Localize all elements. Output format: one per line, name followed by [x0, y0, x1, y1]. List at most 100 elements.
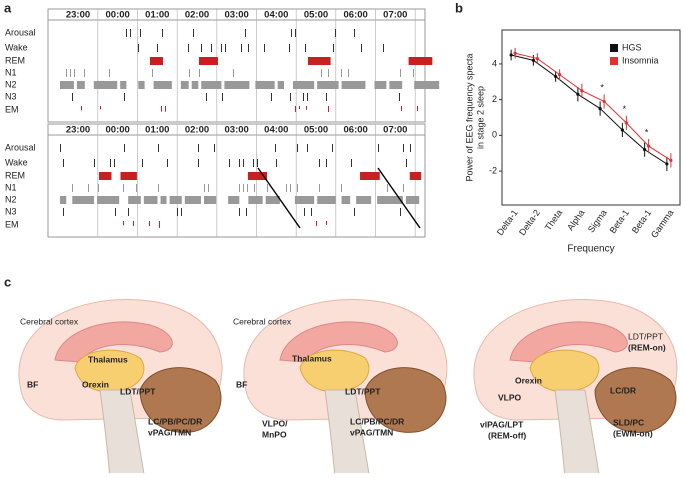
stage-tick [239, 159, 240, 167]
row-label: N1 [5, 67, 17, 77]
region-label: LC/PB/PC/DR [350, 416, 404, 426]
stage-tick [271, 93, 272, 101]
stage-tick [410, 144, 411, 152]
x-tick-label: Beta-1 [630, 208, 653, 235]
stage-tick [109, 69, 110, 77]
stage-tick [383, 44, 384, 52]
region-label: Cerebral cortex [20, 316, 79, 326]
stage-tick [143, 196, 158, 204]
stage-tick [341, 81, 366, 89]
stage-tick [88, 184, 89, 192]
stage-tick [326, 221, 327, 225]
stage-tick [294, 196, 315, 204]
stage-tick [208, 184, 209, 192]
region-label: Orexin [515, 375, 542, 385]
y-axis-label: in stage 2 sleep [475, 86, 485, 149]
stage-tick [204, 184, 205, 192]
stage-tick [341, 184, 342, 192]
stage-tick [74, 69, 75, 77]
row-label: Wake [5, 157, 28, 167]
stage-tick [181, 208, 182, 216]
time-label: 07:00 [383, 125, 407, 136]
stage-tick [305, 44, 306, 52]
region-label: Orexin [82, 379, 109, 389]
stage-tick [60, 81, 74, 89]
stage-tick [354, 29, 355, 37]
stage-tick [246, 208, 247, 216]
stage-tick [162, 29, 163, 37]
x-tick-label: Beta-1 [608, 208, 631, 235]
stage-tick [153, 81, 172, 89]
stage-tick [94, 159, 95, 167]
point [509, 53, 513, 57]
stage-tick [84, 69, 85, 77]
time-label: 06:00 [344, 125, 368, 136]
stage-tick [188, 44, 189, 52]
stage-tick [133, 221, 134, 226]
legend-label: Insomnia [622, 55, 659, 65]
stage-tick [311, 208, 312, 216]
stage-tick [193, 29, 194, 37]
stage-tick [401, 106, 402, 111]
stage-tick [321, 69, 322, 77]
significance: * [645, 127, 649, 137]
point [624, 121, 628, 125]
stage-tick [295, 29, 296, 37]
stage-tick [406, 159, 407, 167]
region-label: LDT/PPT [628, 331, 663, 341]
stage-tick [110, 159, 111, 167]
time-label: 02:00 [185, 125, 209, 136]
row-label: REM [5, 170, 25, 180]
stage-tick [142, 159, 143, 167]
region-label: (REM-on) [628, 342, 666, 352]
point [598, 106, 602, 111]
significance: * [600, 83, 604, 93]
hypnogram-frame [47, 123, 426, 238]
stage-tick [63, 208, 64, 216]
stage-tick [115, 208, 116, 216]
region-label: vPAG/TMN [350, 427, 393, 437]
region-label: vlPAG/LPT [480, 419, 524, 429]
stage-tick [99, 172, 112, 180]
stage-tick [307, 57, 331, 65]
stage-tick [203, 196, 217, 204]
stage-tick [417, 106, 418, 111]
stage-tick [158, 144, 159, 152]
stage-tick [328, 69, 329, 77]
stage-tick [317, 196, 336, 204]
region-label: vPAG/TMN [148, 427, 191, 437]
stage-tick [326, 159, 327, 167]
row-label: EM [5, 104, 19, 114]
stage-tick [267, 184, 268, 192]
stage-tick [245, 29, 246, 37]
stage-tick [184, 196, 201, 204]
stage-tick [286, 184, 287, 192]
point [647, 144, 651, 148]
stage-tick [93, 81, 118, 89]
row-label: N3 [5, 206, 17, 216]
stage-tick [70, 69, 71, 77]
arrow [257, 167, 301, 229]
stage-tick [136, 184, 137, 192]
stage-tick [114, 159, 115, 167]
stage-tick [63, 159, 64, 167]
panel-label: a [4, 0, 12, 15]
stage-tick [229, 159, 230, 167]
stage-tick [247, 184, 248, 192]
stage-tick [316, 221, 317, 226]
time-label: 23:00 [66, 125, 90, 136]
stage-tick [201, 81, 222, 89]
stage-tick [123, 184, 124, 192]
region-label: Cerebral cortex [233, 316, 292, 326]
stage-tick [254, 184, 255, 192]
stage-tick [341, 196, 351, 204]
stage-tick [326, 93, 327, 101]
stage-tick [275, 144, 276, 152]
time-label: 07:00 [383, 10, 407, 21]
stage-tick [248, 196, 263, 204]
stage-tick [128, 196, 141, 204]
row-label: EM [5, 219, 19, 229]
stage-tick [126, 29, 127, 37]
x-tick-label: Delta-2 [517, 208, 542, 238]
stage-tick [306, 106, 307, 110]
